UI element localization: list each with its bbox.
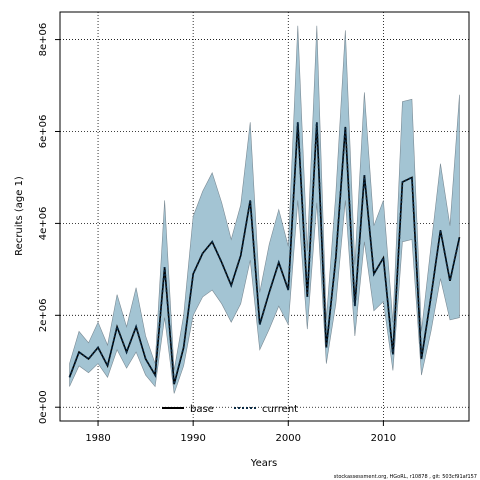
- y-tick-label-0: 0e+00: [38, 390, 49, 424]
- y-tick-label-4: 8e+06: [38, 23, 49, 57]
- x-axis-title: Years: [250, 458, 277, 469]
- y-axis-title: Recruits (age 1): [14, 176, 25, 256]
- legend: base current: [162, 404, 298, 415]
- series-line-current: [68, 122, 461, 385]
- y-tick-label-3: 6e+06: [38, 115, 49, 149]
- x-tick-label-1980: 1980: [85, 433, 110, 444]
- series-lines: [68, 122, 461, 385]
- legend-current-label: current: [262, 404, 298, 415]
- x-tick-label-2010: 2010: [371, 433, 396, 444]
- x-tick-label-1990: 1990: [180, 433, 205, 444]
- x-axis: 1980 1990 2000 2010: [85, 421, 396, 444]
- y-tick-label-2: 4e+06: [38, 207, 49, 241]
- footer-credit: stockassessment.org, HGoRL, r10878 , git…: [334, 474, 477, 480]
- legend-base-label: base: [190, 404, 214, 415]
- x-tick-label-2000: 2000: [276, 433, 301, 444]
- plot-frame: [59, 11, 470, 422]
- y-tick-label-1: 2e+06: [38, 298, 49, 332]
- y-axis: 0e+00 2e+06 4e+06 6e+06 8e+06: [38, 23, 60, 424]
